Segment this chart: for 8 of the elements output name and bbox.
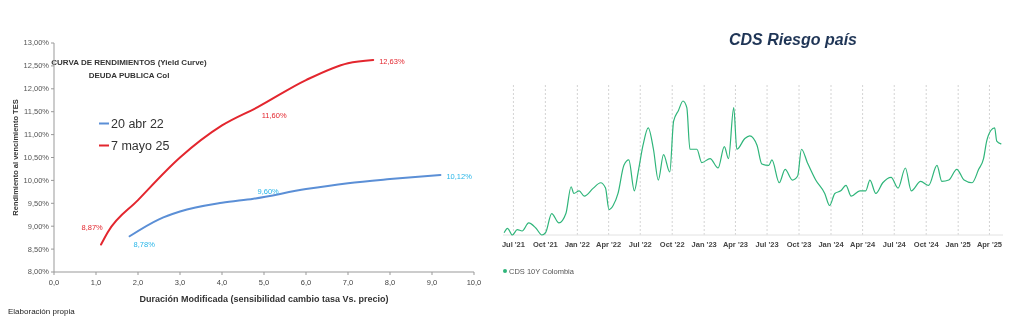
line-series (128, 173, 442, 238)
text: DEUDA PUBLICA Col (88, 71, 170, 80)
text: CURVA DE RENDIMIENTOS (Yield Curve) (51, 58, 208, 67)
legend-label: 7 mayo 25 (111, 138, 170, 153)
text: Elaboración propia (8, 307, 76, 316)
chart-title: CDS Riesgo país (728, 31, 858, 48)
legend-label: 20 abr 22 (111, 116, 164, 131)
x-axis-title: Duración Modificada (sensibilidad cambio tasa Vs. precio) (139, 294, 389, 304)
